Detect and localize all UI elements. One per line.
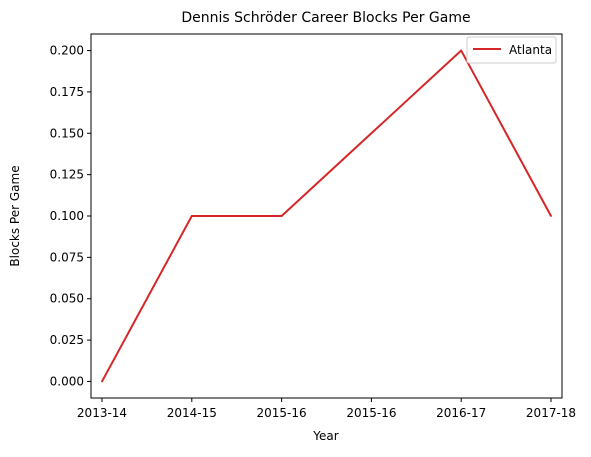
x-axis-label: Year — [312, 429, 338, 443]
data-point — [550, 215, 552, 217]
y-tick-label: 0.050 — [50, 292, 84, 306]
x-tick-label: 2015-16 — [257, 406, 307, 420]
y-tick-label: 0.125 — [50, 168, 84, 182]
x-tick-label: 2017-18 — [526, 406, 576, 420]
y-tick-label: 0.025 — [50, 333, 84, 347]
data-point — [370, 132, 373, 135]
y-tick-label: 0.150 — [50, 126, 84, 140]
data-point — [190, 215, 193, 217]
x-tick-label: 2013-14 — [77, 406, 127, 420]
legend-box — [466, 36, 557, 64]
y-tick-label: 0.075 — [50, 250, 84, 264]
y-axis-label: Blocks Per Game — [8, 165, 22, 266]
plot-frame — [90, 33, 563, 399]
legend: Atlanta — [466, 36, 557, 64]
x-tick-label: 2015-16 — [346, 406, 396, 420]
y-tick-label: 0.175 — [50, 85, 84, 99]
y-tick-label: 0.100 — [50, 209, 84, 223]
chart-title: Dennis Schröder Career Blocks Per Game — [181, 10, 470, 26]
data-point — [101, 380, 103, 383]
x-tick-label: 2016-17 — [436, 406, 486, 420]
legend-label: Atlanta — [509, 43, 552, 57]
y-tick-label: 0.000 — [50, 374, 84, 388]
x-tick-label: 2014-15 — [167, 406, 217, 420]
y-tick-label: 0.200 — [50, 44, 84, 58]
data-point — [460, 49, 463, 52]
series-line-atlanta — [101, 49, 552, 382]
data-point — [280, 215, 283, 217]
